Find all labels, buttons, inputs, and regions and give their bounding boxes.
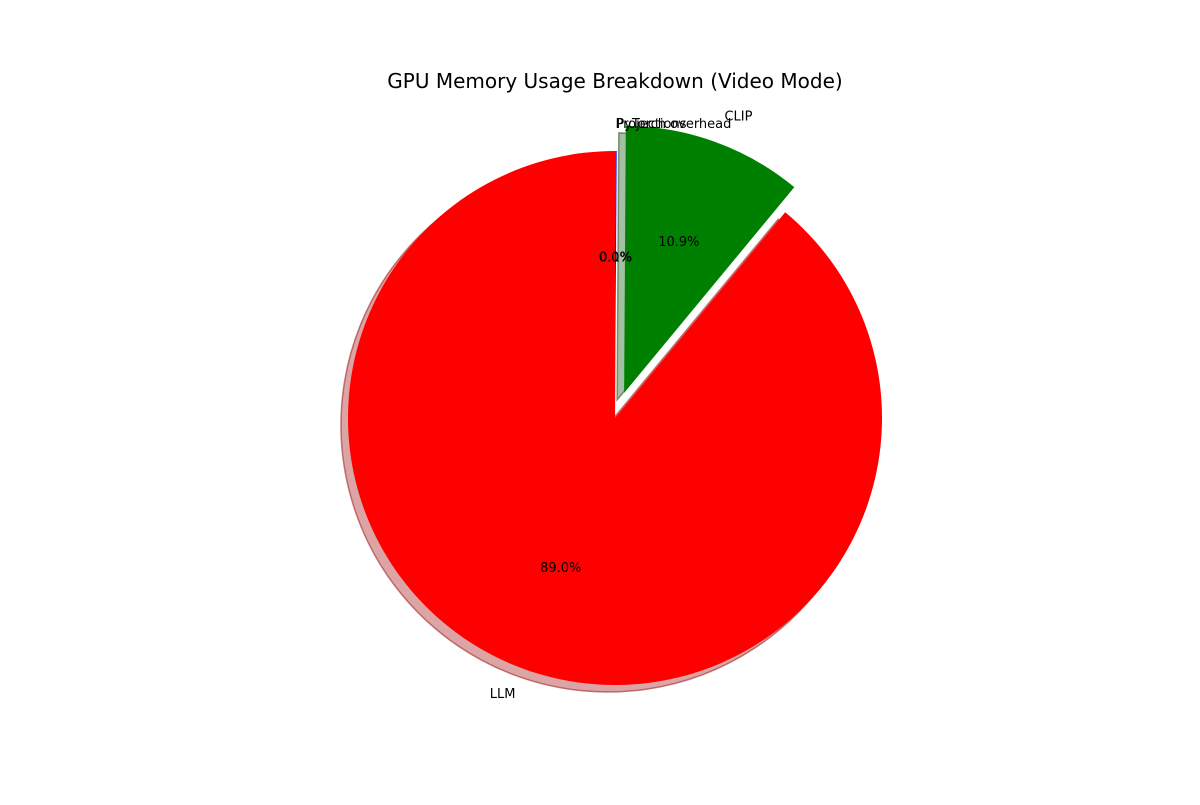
pie-slice-pytorch-overhead: [615, 151, 617, 418]
slice-label-pytorch-overhead: PyTorch overhead: [616, 117, 731, 132]
pct-label-projections: 0.0%: [599, 250, 632, 265]
pct-label-llm: 89.0%: [540, 561, 581, 576]
pct-label-pytorch-overhead: 0.1%: [599, 250, 632, 265]
slice-label-projections: Projections: [615, 117, 686, 132]
pie-slice-projections: [615, 151, 616, 418]
slice-layer: [347, 125, 882, 685]
label-layer: LLM 89.0% CLIP 10.9% PyTorch overhead 0.1% Pro…: [490, 109, 753, 701]
chart-title: GPU Memory Usage Breakdown (Video Mode): [387, 69, 842, 93]
slice-label-llm: LLM: [490, 687, 516, 702]
slice-label-clip: CLIP: [724, 109, 752, 124]
pie-slice-clip: [624, 125, 795, 393]
pct-label-clip: 10.9%: [658, 235, 699, 250]
